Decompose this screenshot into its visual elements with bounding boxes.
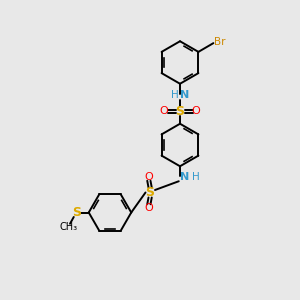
- Text: O: O: [144, 203, 153, 213]
- Text: S: S: [72, 206, 81, 219]
- Text: N: N: [180, 90, 190, 100]
- Text: H: H: [171, 90, 178, 100]
- Text: CH₃: CH₃: [60, 223, 78, 232]
- Text: H: H: [192, 172, 200, 182]
- Text: S: S: [146, 186, 154, 199]
- Text: N: N: [180, 172, 190, 182]
- Text: S: S: [176, 105, 184, 118]
- Text: Br: Br: [214, 37, 225, 47]
- Text: O: O: [192, 106, 201, 116]
- Text: O: O: [159, 106, 168, 116]
- Text: O: O: [144, 172, 153, 182]
